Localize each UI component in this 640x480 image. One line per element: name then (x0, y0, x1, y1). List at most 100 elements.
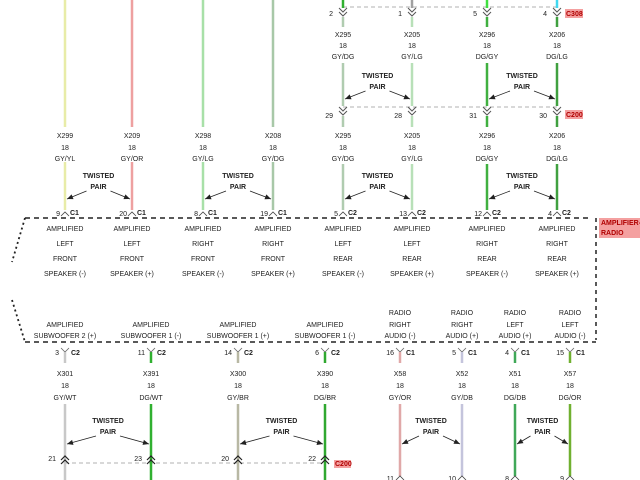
pin-function-label: AMPLIFIED (185, 226, 222, 233)
pin-number: 2 (329, 11, 333, 18)
connector-pin-icon (127, 211, 137, 217)
connector-label-bg (334, 460, 351, 468)
twisted-pair-label: TWISTED (506, 73, 538, 80)
wire-color-code: DG/GY (476, 156, 499, 163)
connector-label-c308: C308 (566, 11, 583, 18)
connector-pin-icon (482, 110, 492, 116)
connector-id: C2 (348, 210, 357, 217)
pin-function-label: AMPLIFIED (539, 226, 576, 233)
pin-function-label: RIGHT (389, 322, 412, 329)
twisted-pair-label: TWISTED (266, 418, 298, 425)
pin-function-label: RADIO (389, 310, 412, 317)
connector-id: C1 (278, 210, 287, 217)
pin-function-label: AMPLIFIED (469, 226, 506, 233)
pin-function-label: REAR (547, 256, 566, 263)
wire-gauge: 18 (511, 383, 519, 390)
connector-pin-icon (407, 110, 417, 116)
connector-pin-icon (482, 211, 492, 217)
connector-pin-icon (198, 211, 208, 217)
twisted-pair-arrow-tr4-head (489, 194, 496, 200)
connector-id: C1 (208, 210, 217, 217)
connector-pin-icon (407, 106, 417, 112)
twisted-pair-arrow-tl1-head (123, 194, 130, 200)
pin-function-label: AMPLIFIED (133, 322, 170, 329)
connector-pin-icon (233, 459, 243, 465)
connector-pin-icon (552, 211, 562, 217)
twisted-pair-arrow-tr3-head (345, 194, 352, 200)
pin-function-label: RIGHT (476, 241, 499, 248)
wire-gauge: 18 (408, 43, 416, 50)
pin-function-label: REAR (333, 256, 352, 263)
connector-pin-icon (407, 7, 417, 13)
pin-function-label: FRONT (261, 256, 286, 263)
pin-function-label: AMPLIFIED (220, 322, 257, 329)
connector-id: C1 (70, 210, 79, 217)
twisted-pair-arrow-br1-head (453, 439, 460, 444)
pin-function-label: RIGHT (546, 241, 569, 248)
pin-function-label: AUDIO (+) (446, 333, 479, 340)
pin-function-label: AMPLIFIED (47, 226, 84, 233)
module-label: RADIO (601, 230, 624, 237)
connector-pin-icon (395, 475, 405, 480)
twisted-pair-label: PAIR (230, 184, 246, 191)
pin-number: 4 (543, 11, 547, 18)
wire-gauge: 18 (553, 145, 561, 152)
wire-gauge: 18 (321, 383, 329, 390)
connector-pin-icon (457, 475, 467, 480)
pin-function-label: FRONT (53, 256, 78, 263)
connector-label-bg (565, 110, 583, 119)
wire-color-code: GY/BR (227, 395, 249, 402)
wire-color-code: GY/OR (121, 156, 144, 163)
pin-function-label: RIGHT (451, 322, 474, 329)
pin-number: 5 (452, 350, 456, 357)
connector-pin-icon (407, 211, 417, 217)
circuit-number: X205 (404, 32, 420, 39)
connector-id: C2 (244, 350, 253, 357)
pin-function-label: REAR (477, 256, 496, 263)
twisted-pair-arrow-tl1-head (67, 194, 74, 200)
pin-function-label: RADIO (451, 310, 474, 317)
wire-color-code: DG/WT (139, 395, 163, 402)
pin-function-label: FRONT (120, 256, 145, 263)
twisted-pair-label: TWISTED (222, 173, 254, 180)
pin-number: 28 (394, 113, 402, 120)
module-outline-left (11, 217, 26, 263)
pin-number: 16 (386, 350, 394, 357)
module-outline-left (11, 299, 26, 343)
wire-color-code: GY/DB (451, 395, 473, 402)
twisted-pair-arrow-tr3-head (403, 194, 410, 200)
connector-label-bg (565, 9, 583, 18)
twisted-pair-label: TWISTED (92, 418, 124, 425)
wire-gauge: 18 (458, 383, 466, 390)
circuit-number: X391 (143, 371, 159, 378)
connector-pin-icon (407, 11, 417, 17)
twisted-pair-arrow-br2-head (517, 438, 524, 444)
pin-function-label: FRONT (191, 256, 216, 263)
pin-function-label: AMPLIFIED (325, 226, 362, 233)
wire-color-code: GY/DG (262, 156, 285, 163)
wire-color-code: GY/OR (389, 395, 412, 402)
connector-pin-icon (146, 455, 156, 461)
connector-id: C1 (406, 350, 415, 357)
pin-function-label: AUDIO (+) (499, 333, 532, 340)
pin-function-label: SPEAKER (+) (390, 271, 434, 278)
pin-number: 19 (260, 211, 268, 218)
circuit-number: X296 (479, 133, 495, 140)
pin-number: 9 (560, 476, 564, 480)
twisted-pair-arrow-bl1-head (142, 439, 149, 445)
twisted-pair-arrow-br2-head (561, 438, 568, 444)
connector-pin-icon (60, 459, 70, 465)
pin-function-label: RIGHT (192, 241, 215, 248)
wire-gauge: 18 (234, 383, 242, 390)
twisted-pair-arrow-tl2-head (264, 194, 271, 200)
circuit-number: X296 (479, 32, 495, 39)
pin-function-label: SPEAKER (-) (44, 271, 86, 278)
wire-gauge: 18 (396, 383, 404, 390)
wire-color-code: GY/LG (192, 156, 213, 163)
connector-pin-icon (233, 347, 243, 353)
connector-pin-icon (268, 211, 278, 217)
twisted-pair-label: PAIR (273, 429, 289, 436)
twisted-pair-arrow-br1-head (402, 439, 409, 444)
